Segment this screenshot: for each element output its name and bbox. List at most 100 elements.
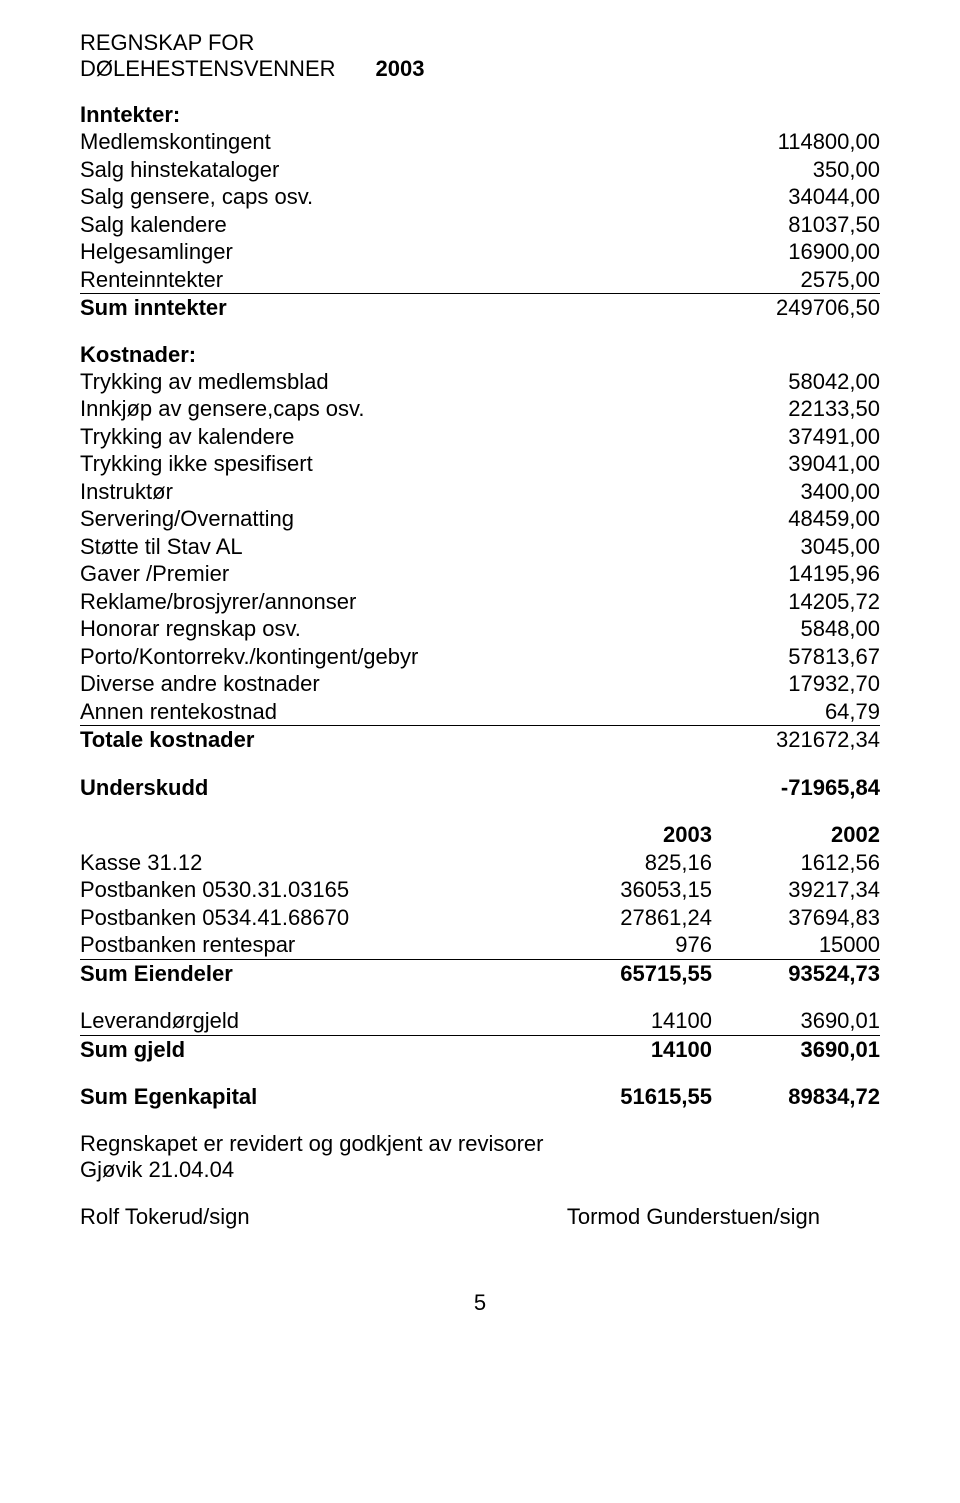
inntekt-label: Salg hinstekataloger bbox=[80, 156, 279, 184]
sum-eiendeler-row: Sum Eiendeler 65715,55 93524,73 bbox=[80, 960, 880, 988]
title-line1: REGNSKAP FOR bbox=[80, 30, 880, 56]
kostnad-row: Servering/Overnatting 48459,00 bbox=[80, 505, 880, 533]
signature-1: Rolf Tokerud/sign bbox=[80, 1203, 250, 1231]
inntekt-value: 81037,50 bbox=[788, 211, 880, 239]
kostnad-label: Gaver /Premier bbox=[80, 560, 229, 588]
title-line2: DØLEHESTENSVENNER bbox=[80, 56, 336, 82]
kostnad-value: 58042,00 bbox=[788, 368, 880, 396]
leverandorgjeld-2003: 14100 bbox=[544, 1007, 712, 1035]
inntekt-row: Salg hinstekataloger 350,00 bbox=[80, 156, 880, 184]
balance-header-2002: 2002 bbox=[712, 821, 880, 849]
kostnad-row: Honorar regnskap osv. 5848,00 bbox=[80, 615, 880, 643]
kostnad-value: 39041,00 bbox=[788, 450, 880, 478]
kostnad-value: 48459,00 bbox=[788, 505, 880, 533]
inntekt-value: 350,00 bbox=[813, 156, 880, 184]
inntekt-label: Helgesamlinger bbox=[80, 238, 233, 266]
inntekt-row: Salg kalendere 81037,50 bbox=[80, 211, 880, 239]
kostnad-value: 5848,00 bbox=[800, 615, 880, 643]
kostnad-row: Reklame/brosjyrer/annonser 14205,72 bbox=[80, 588, 880, 616]
kostnad-value: 37491,00 bbox=[788, 423, 880, 451]
kostnad-row: Diverse andre kostnader 17932,70 bbox=[80, 670, 880, 698]
title-line2-row: DØLEHESTENSVENNER 2003 bbox=[80, 56, 880, 82]
underskudd-row: Underskudd -71965,84 bbox=[80, 774, 880, 802]
totale-kostnader-value: 321672,34 bbox=[776, 726, 880, 754]
leverandorgjeld-label: Leverandørgjeld bbox=[80, 1007, 544, 1035]
kostnad-label: Trykking ikke spesifisert bbox=[80, 450, 313, 478]
kostnad-value: 14195,96 bbox=[788, 560, 880, 588]
leverandorgjeld-row: Leverandørgjeld 14100 3690,01 bbox=[80, 1007, 880, 1036]
kostnad-label: Instruktør bbox=[80, 478, 173, 506]
sum-gjeld-label: Sum gjeld bbox=[80, 1036, 544, 1064]
sum-eiendeler-2002: 93524,73 bbox=[712, 960, 880, 988]
sum-egenkapital-row: Sum Egenkapital 51615,55 89834,72 bbox=[80, 1083, 880, 1111]
postbanken-rentespar-row: Postbanken rentespar 976 15000 bbox=[80, 931, 880, 960]
inntekt-row: Salg gensere, caps osv.34044,00 bbox=[80, 183, 880, 211]
kostnad-value: 57813,67 bbox=[788, 643, 880, 671]
balance-header-row: 2003 2002 bbox=[80, 821, 880, 849]
sum-eiendeler-label: Sum Eiendeler bbox=[80, 960, 544, 988]
balance-header-2003: 2003 bbox=[544, 821, 712, 849]
sum-egenkapital-label: Sum Egenkapital bbox=[80, 1083, 544, 1111]
renteinntekter-row: Renteinntekter 2575,00 bbox=[80, 266, 880, 295]
kostnad-label: Reklame/brosjyrer/annonser bbox=[80, 588, 356, 616]
page-number: 5 bbox=[80, 1290, 880, 1316]
sum-eiendeler-2003: 65715,55 bbox=[544, 960, 712, 988]
signature-2: Tormod Gunderstuen/sign bbox=[567, 1203, 880, 1231]
kostnad-label: Støtte til Stav AL bbox=[80, 533, 243, 561]
kostnad-value: 14205,72 bbox=[788, 588, 880, 616]
annen-rentekostnad-row: Annen rentekostnad 64,79 bbox=[80, 698, 880, 727]
balance-list: Kasse 31.12825,161612,56Postbanken 0530.… bbox=[80, 849, 880, 932]
balance-2003: 27861,24 bbox=[544, 904, 712, 932]
revidert-line2: Gjøvik 21.04.04 bbox=[80, 1157, 880, 1183]
balance-label: Kasse 31.12 bbox=[80, 849, 544, 877]
balance-row: Postbanken 0530.31.0316536053,1539217,34 bbox=[80, 876, 880, 904]
sum-inntekter-label: Sum inntekter bbox=[80, 294, 227, 322]
underskudd-label: Underskudd bbox=[80, 774, 208, 802]
sum-gjeld-2003: 14100 bbox=[544, 1036, 712, 1064]
annen-rentekostnad-label: Annen rentekostnad bbox=[80, 698, 277, 726]
underskudd-value: -71965,84 bbox=[781, 774, 880, 802]
kostnad-label: Servering/Overnatting bbox=[80, 505, 294, 533]
inntekt-label: Salg kalendere bbox=[80, 211, 227, 239]
inntekt-row: Helgesamlinger16900,00 bbox=[80, 238, 880, 266]
kostnad-row: Gaver /Premier 14195,96 bbox=[80, 560, 880, 588]
kostnad-label: Trykking av medlemsblad bbox=[80, 368, 329, 396]
balance-label: Postbanken 0530.31.03165 bbox=[80, 876, 544, 904]
totale-kostnader-row: Totale kostnader 321672,34 bbox=[80, 726, 880, 754]
balance-header-blank bbox=[80, 821, 544, 849]
inntekt-label: Medlemskontingent bbox=[80, 128, 271, 156]
kostnad-row: Trykking av kalendere37491,00 bbox=[80, 423, 880, 451]
postbanken-rentespar-label: Postbanken rentespar bbox=[80, 931, 544, 959]
leverandorgjeld-2002: 3690,01 bbox=[712, 1007, 880, 1035]
inntekt-value: 114800,00 bbox=[778, 128, 880, 156]
renteinntekter-label: Renteinntekter bbox=[80, 266, 223, 294]
sum-egenkapital-2002: 89834,72 bbox=[712, 1083, 880, 1111]
inntekt-label: Salg gensere, caps osv. bbox=[80, 183, 313, 211]
kostnad-row: Trykking ikke spesifisert 39041,00 bbox=[80, 450, 880, 478]
balance-2002: 39217,34 bbox=[712, 876, 880, 904]
kostnad-label: Porto/Kontorrekv./kontingent/gebyr bbox=[80, 643, 418, 671]
kostnader-heading: Kostnader: bbox=[80, 342, 880, 368]
kostnad-value: 17932,70 bbox=[788, 670, 880, 698]
kostnad-row: Støtte til Stav AL3045,00 bbox=[80, 533, 880, 561]
balance-2002: 1612,56 bbox=[712, 849, 880, 877]
postbanken-rentespar-2003: 976 bbox=[544, 931, 712, 959]
kostnad-row: Trykking av medlemsblad 58042,00 bbox=[80, 368, 880, 396]
balance-2002: 37694,83 bbox=[712, 904, 880, 932]
kostnad-row: Innkjøp av gensere,caps osv. 22133,50 bbox=[80, 395, 880, 423]
kostnad-value: 22133,50 bbox=[788, 395, 880, 423]
annen-rentekostnad-value: 64,79 bbox=[825, 698, 880, 726]
inntekter-list: Medlemskontingent114800,00Salg hinstekat… bbox=[80, 128, 880, 266]
signatures-row: Rolf Tokerud/sign Tormod Gunderstuen/sig… bbox=[80, 1203, 880, 1231]
renteinntekter-value: 2575,00 bbox=[800, 266, 880, 294]
totale-kostnader-label: Totale kostnader bbox=[80, 726, 254, 754]
kostnad-row: Porto/Kontorrekv./kontingent/gebyr 57813,… bbox=[80, 643, 880, 671]
sum-gjeld-2002: 3690,01 bbox=[712, 1036, 880, 1064]
inntekt-row: Medlemskontingent 114800,00 bbox=[80, 128, 880, 156]
balance-2003: 36053,15 bbox=[544, 876, 712, 904]
kostnad-label: Honorar regnskap osv. bbox=[80, 615, 301, 643]
revidert-line1: Regnskapet er revidert og godkjent av re… bbox=[80, 1131, 880, 1157]
kostnad-label: Diverse andre kostnader bbox=[80, 670, 320, 698]
kostnad-label: Innkjøp av gensere,caps osv. bbox=[80, 395, 365, 423]
sum-gjeld-row: Sum gjeld 14100 3690,01 bbox=[80, 1036, 880, 1064]
